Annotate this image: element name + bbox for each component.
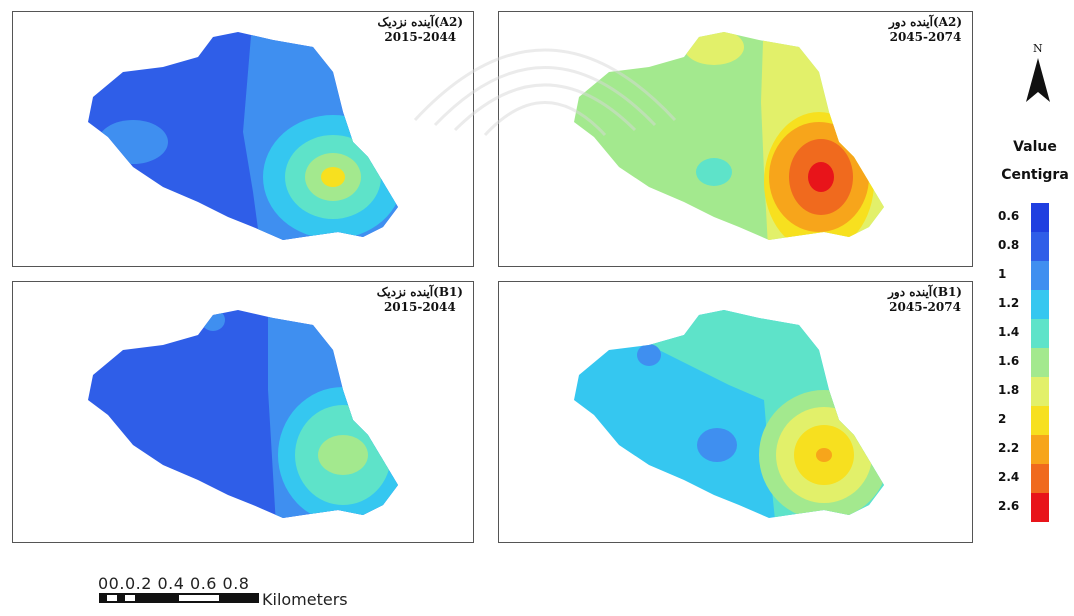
legend-item-swatch bbox=[1031, 290, 1049, 319]
scale-bar bbox=[99, 593, 259, 603]
legend-item-swatch bbox=[1031, 261, 1049, 290]
legend-item-swatch bbox=[1031, 319, 1049, 348]
panel-title: آینده نزدیک(A2) 2015-2044 bbox=[378, 15, 463, 45]
legend-item-label: 2.4 bbox=[998, 470, 1020, 484]
legend-item-label: 2.2 bbox=[998, 441, 1020, 455]
legend-item-swatch bbox=[1031, 232, 1049, 261]
legend-item-swatch bbox=[1031, 348, 1049, 377]
legend-item: 1 bbox=[990, 261, 1074, 290]
region-map-a2-near bbox=[88, 32, 398, 240]
legend-title: Value bbox=[1013, 139, 1057, 155]
legend-item: 1.2 bbox=[990, 290, 1074, 319]
region-map-a2-far bbox=[574, 32, 884, 240]
north-arrow: N bbox=[1018, 42, 1058, 106]
north-label: N bbox=[1033, 42, 1043, 55]
legend-item-swatch bbox=[1031, 464, 1049, 493]
panel-scenario-label: آینده نزدیک(B1) bbox=[376, 285, 463, 299]
legend-item-swatch bbox=[1031, 203, 1049, 232]
legend-item: 0.8 bbox=[990, 232, 1074, 261]
legend-item: 1.4 bbox=[990, 319, 1074, 348]
legend-item-swatch bbox=[1031, 493, 1049, 522]
panel-period-label: 2045-2074 bbox=[889, 300, 961, 314]
panel-title: آینده نزدیک(B1) 2015-2044 bbox=[377, 285, 463, 315]
legend-item: 2.4 bbox=[990, 464, 1074, 493]
panel-scenario-label: آینده دور(A2) bbox=[888, 15, 962, 29]
map-panel-a2-near: آینده نزدیک(A2) 2015-2044 bbox=[12, 11, 474, 267]
scale-tick-labels: 00.0.2 0.4 0.6 0.8 bbox=[98, 574, 250, 593]
panel-period-label: 2015-2044 bbox=[384, 30, 457, 44]
legend-item-swatch bbox=[1031, 406, 1049, 435]
legend-item-label: 1.4 bbox=[998, 325, 1020, 339]
legend-item-label: 1.6 bbox=[998, 354, 1020, 368]
scale-unit-label: Kilometers bbox=[262, 590, 348, 609]
legend-item: 2.6 bbox=[990, 493, 1074, 522]
legend-item-label: 2 bbox=[998, 412, 1007, 426]
legend-item-swatch bbox=[1031, 435, 1049, 464]
legend-item: 0.6 bbox=[990, 203, 1074, 232]
legend-item: 1.6 bbox=[990, 348, 1074, 377]
map-panel-a2-far: آینده دور(A2) 2045-2074 bbox=[498, 11, 973, 267]
legend-item-label: 0.8 bbox=[998, 238, 1020, 252]
map-panel-b1-far: آینده دور(B1) 2045-2074 bbox=[498, 281, 973, 543]
panel-period-label: 2045-2074 bbox=[889, 30, 962, 44]
map-panel-b1-near: آینده نزدیک(B1) 2015-2044 bbox=[12, 281, 474, 543]
panel-title: آینده دور(B1) 2045-2074 bbox=[888, 285, 962, 315]
legend-item-label: 1.2 bbox=[998, 296, 1020, 310]
panel-scenario-label: آینده نزدیک(A2) bbox=[377, 15, 463, 29]
north-arrow-icon bbox=[1026, 58, 1050, 102]
legend-item-swatch bbox=[1031, 377, 1049, 406]
legend-item-label: 0.6 bbox=[998, 209, 1020, 223]
panel-scenario-label: آینده دور(B1) bbox=[888, 285, 962, 299]
region-map-b1-far bbox=[574, 310, 884, 518]
legend-item-label: 2.6 bbox=[998, 499, 1020, 513]
legend-unit: Centigra bbox=[1001, 167, 1069, 183]
legend-item-label: 1.8 bbox=[998, 383, 1020, 397]
panel-period-label: 2015-2044 bbox=[383, 300, 456, 314]
legend-item-label: 1 bbox=[998, 267, 1007, 281]
panel-title: آینده دور(A2) 2045-2074 bbox=[889, 15, 962, 45]
region-map-b1-near bbox=[88, 310, 398, 518]
legend-item: 2.2 bbox=[990, 435, 1074, 464]
legend-item: 1.8 bbox=[990, 377, 1074, 406]
legend-item: 2 bbox=[990, 406, 1074, 435]
